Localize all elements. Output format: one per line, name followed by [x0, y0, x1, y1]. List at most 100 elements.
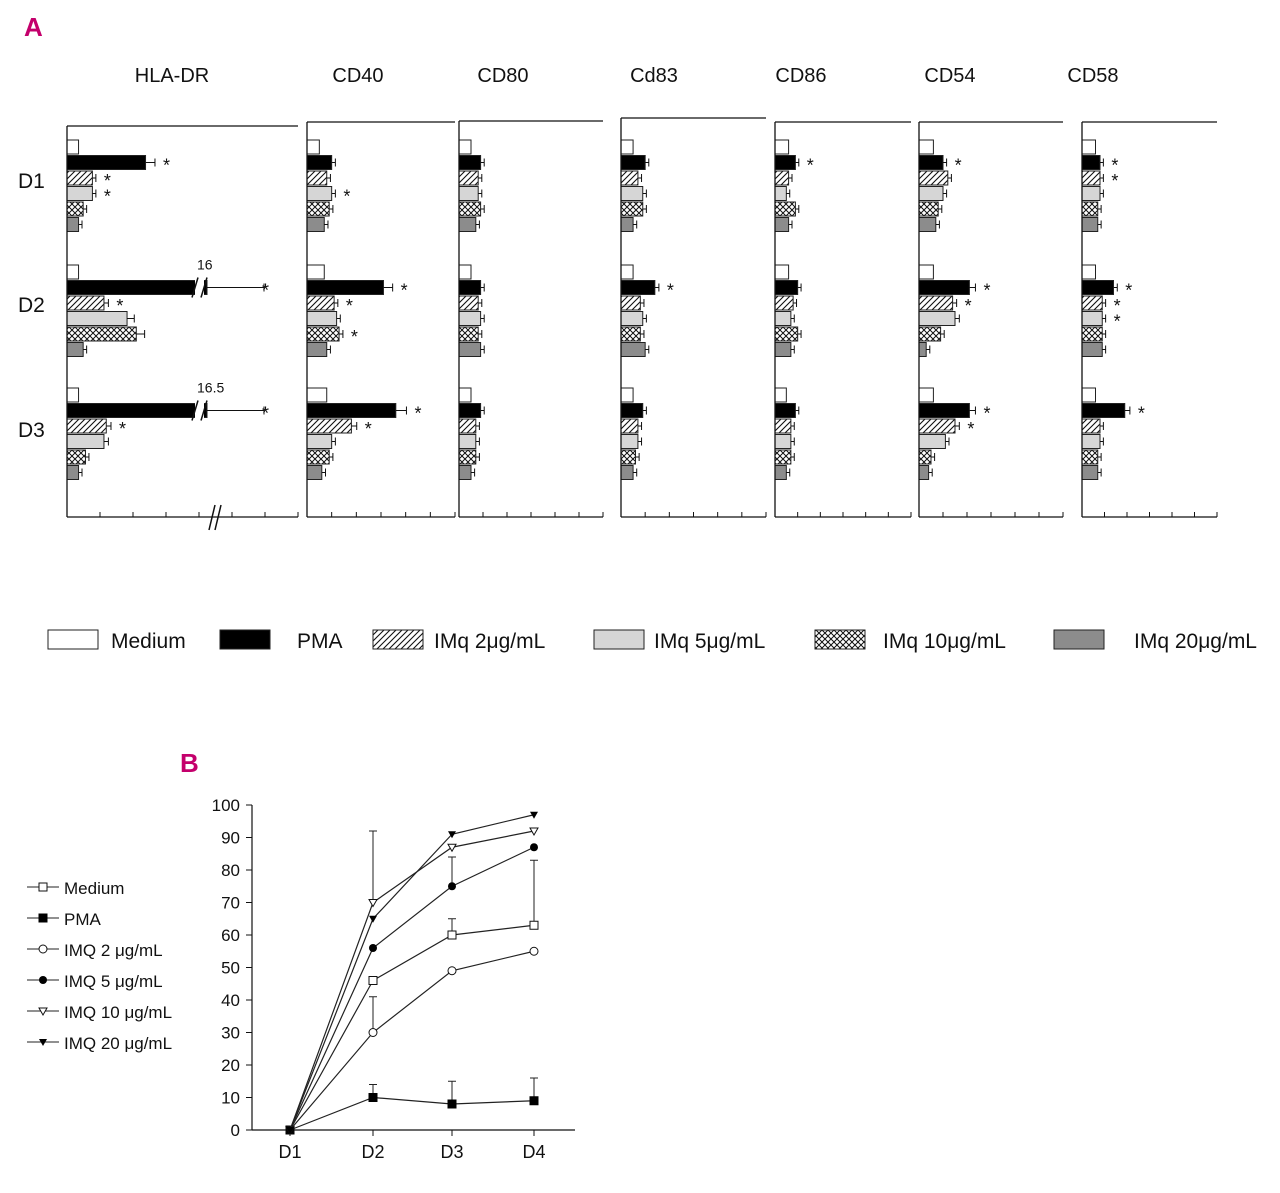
significance-mark: * [262, 404, 269, 424]
legend-swatch [1053, 629, 1105, 650]
bar-cd83-d2-pma [620, 280, 656, 295]
point-imq-5-g-ml-d4 [530, 843, 538, 852]
series-line-imq-2-g-ml [289, 950, 535, 1131]
bar-cd86-d1-imq-2-g-ml [774, 170, 790, 186]
point-imq-10-g-ml-d2 [368, 899, 378, 908]
point-imq-10-g-ml-d4 [529, 827, 539, 837]
point-imq-2-g-ml-d3 [447, 966, 457, 976]
x-tick-label: D4 [522, 1142, 545, 1162]
bar-cd80-d1-pma [458, 155, 482, 170]
bar-cd83-d1-imq-10-g-ml [620, 201, 644, 217]
marker-panel-cd54: CD54 * * * * * [918, 65, 1064, 518]
significance-mark: * [401, 281, 408, 301]
bar-cd58-d2-imq-20-g-ml [1081, 342, 1103, 357]
point-imq-20-g-ml-d2 [369, 915, 377, 923]
significance-mark: * [365, 419, 372, 439]
axis-break-line-d3 [200, 400, 208, 421]
point-imq-2-g-ml-d2 [368, 1028, 378, 1037]
marker-header-hla-dr: HLA-DR [135, 65, 209, 87]
bar-cd58-d2-imq-5-g-ml [1081, 311, 1103, 326]
bar-cd54-d2-imq-5-g-ml [918, 311, 956, 326]
y-tick-label: 70 [221, 894, 240, 913]
bar-cd54-d3-imq-5-g-ml [918, 434, 946, 449]
bar-cd40-d1-pma [306, 155, 333, 170]
bar-cd83-d3-pma [620, 403, 644, 418]
point-imq-20-g-ml-d3 [448, 831, 456, 839]
marker-panel-cd80: CD80 [458, 65, 604, 518]
bar-cd58-d3-imq-10-g-ml [1081, 449, 1099, 465]
y-tick-label: 60 [221, 926, 240, 945]
point-imq-20-g-ml-d1 [286, 1127, 294, 1134]
day-label-d3: D3 [18, 419, 45, 442]
x-axis-break-mark [208, 504, 216, 531]
y-tick-label: 90 [221, 829, 240, 848]
bar-cd80-d2-medium [458, 264, 472, 280]
point-medium-d3 [447, 930, 457, 940]
bar-hla-dr-d2-imq-20-g-ml [66, 342, 84, 357]
series-imq-2-g-ml [285, 946, 539, 1135]
legend-swatch [814, 629, 866, 650]
point-imq-2-g-ml-d4 [529, 946, 539, 956]
bar-cd58-d1-medium [1081, 139, 1096, 155]
bar-hla-dr-d3-pma [66, 403, 208, 418]
bar-cd86-d2-imq-5-g-ml [774, 311, 792, 326]
significance-mark: * [955, 156, 962, 176]
significance-mark: * [983, 281, 990, 301]
bar-cd83-d1-pma [620, 155, 646, 170]
marker-panel-cd86: CD86 * [774, 65, 912, 518]
point-pma-d3 [447, 1099, 457, 1109]
legend-marker [39, 1039, 47, 1046]
bar-cd58-d1-imq-5-g-ml [1081, 186, 1101, 201]
bar-hla-dr-d1-medium [66, 139, 80, 155]
legend-label: Medium [111, 630, 186, 653]
bar-hla-dr-d3-imq-2-g-ml [66, 418, 107, 434]
bar-cd80-d3-imq-5-g-ml [458, 434, 477, 449]
panel-b-line-chart: 0 10 20 30 40 50 60 70 80 90 100 D1 D2 D3 D4 Medium PMA I… [27, 796, 575, 1162]
bar-cd86-d3-medium [774, 387, 787, 403]
bar-cd86-d2-imq-10-g-ml [774, 326, 799, 342]
legend-item-imq-2-g-ml: IMQ 2 μg/mL [27, 941, 163, 960]
bar-cd54-d1-medium [918, 139, 934, 155]
y-tick-label: 20 [221, 1056, 240, 1075]
bar-cd58-d2-imq-10-g-ml [1081, 326, 1103, 342]
bar-cd40-d1-imq-10-g-ml [306, 201, 330, 217]
legend-swatch [372, 629, 424, 650]
significance-mark: * [1111, 156, 1118, 176]
legend-item-imq-5-g-ml: IMq 5μg/mL [593, 629, 765, 653]
axis-break-label-d2: 16 [197, 257, 213, 273]
marker-header-cd83: Cd83 [630, 65, 678, 87]
legend-label: Medium [64, 879, 124, 898]
bar-cd83-d3-imq-10-g-ml [620, 449, 636, 465]
y-tick-label: 30 [221, 1024, 240, 1043]
bar-hla-dr-d2-imq-2-g-ml [66, 295, 105, 311]
bar-cd54-d3-imq-2-g-ml [918, 418, 956, 434]
bar-cd83-d2-medium [620, 264, 634, 280]
bar-cd80-d2-pma [458, 280, 482, 295]
y-tick-label: 50 [221, 959, 240, 978]
bar-cd58-d1-pma [1081, 155, 1101, 170]
bar-cd86-d1-imq-5-g-ml [774, 186, 787, 201]
y-tick-label: 40 [221, 991, 240, 1010]
legend-marker [38, 882, 48, 892]
bar-cd80-d1-imq-2-g-ml [458, 170, 479, 186]
bar-hla-dr-d1-pma [66, 155, 147, 170]
bar-cd54-d1-imq-20-g-ml [918, 217, 937, 232]
bar-cd54-d3-medium [918, 387, 934, 403]
x-axis-break-mark [214, 504, 222, 531]
series-imq-20-g-ml [286, 811, 538, 1134]
significance-mark: * [351, 327, 358, 347]
significance-mark: * [1114, 312, 1121, 332]
y-tick-label: 10 [221, 1089, 240, 1108]
bar-cd54-d2-imq-10-g-ml [918, 326, 942, 342]
bar-cd83-d2-imq-5-g-ml [620, 311, 644, 326]
bar-cd86-d2-imq-20-g-ml [774, 342, 792, 357]
legend-marker [39, 976, 47, 984]
bar-cd40-d1-medium [306, 139, 320, 155]
point-imq-20-g-ml-d4 [530, 811, 538, 819]
bar-cd86-d3-imq-10-g-ml [774, 449, 792, 465]
marker-panel-cd83: Cd83 * [620, 65, 767, 518]
day-label-d2: D2 [18, 294, 45, 317]
significance-mark: * [163, 156, 170, 176]
bar-hla-dr-d2-medium [66, 264, 80, 280]
